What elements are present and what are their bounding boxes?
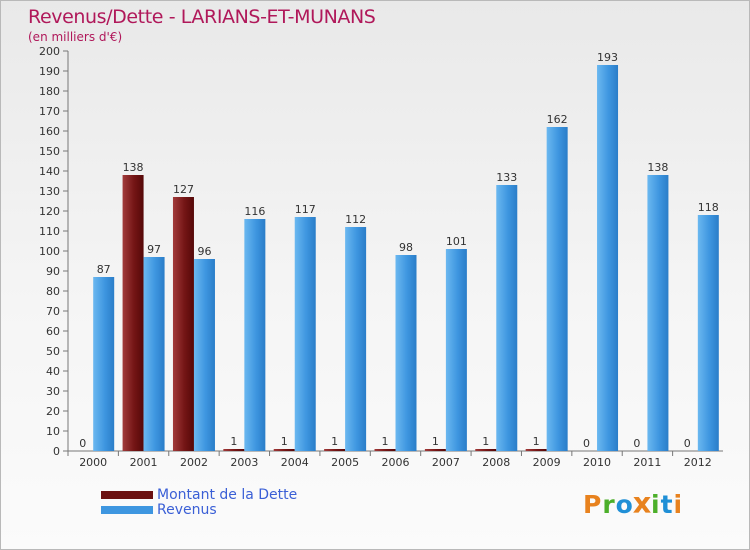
legend-swatch-revenus xyxy=(101,506,153,514)
proxiti-logo-letter: o xyxy=(615,490,634,519)
data-label-revenus: 96 xyxy=(197,245,211,258)
y-tick-label: 50 xyxy=(46,345,60,358)
bar-revenus xyxy=(143,257,165,451)
y-tick-label: 150 xyxy=(39,145,60,158)
bar-revenus xyxy=(244,219,266,451)
y-tick-label: 190 xyxy=(39,65,60,78)
bar-revenus xyxy=(647,175,669,451)
data-label-revenus: 87 xyxy=(97,263,111,276)
bar-revenus xyxy=(496,185,518,451)
bar-dette xyxy=(223,449,245,451)
data-label-dette: 1 xyxy=(230,435,237,448)
data-label-dette: 1 xyxy=(432,435,439,448)
data-label-dette: 1 xyxy=(533,435,540,448)
y-tick-label: 110 xyxy=(39,225,60,238)
x-tick-label: 2007 xyxy=(432,456,460,469)
y-tick-label: 140 xyxy=(39,165,60,178)
x-tick-label: 2002 xyxy=(180,456,208,469)
bar-dette xyxy=(324,449,346,451)
proxiti-logo-letter: i xyxy=(651,490,661,519)
legend-swatch-dette xyxy=(101,491,153,499)
y-tick-label: 180 xyxy=(39,85,60,98)
chart-subtitle: (en milliers d'€) xyxy=(28,30,123,44)
chart-title: Revenus/Dette - LARIANS-ET-MUNANS xyxy=(28,6,376,28)
proxiti-logo-letter: x xyxy=(632,485,653,520)
bar-revenus xyxy=(597,65,619,451)
data-label-dette: 0 xyxy=(583,437,590,450)
x-tick-label: 2009 xyxy=(533,456,561,469)
y-tick-label: 40 xyxy=(46,365,60,378)
y-tick-label: 160 xyxy=(39,125,60,138)
y-tick-label: 80 xyxy=(46,285,60,298)
x-tick-label: 2011 xyxy=(633,456,661,469)
y-tick-label: 100 xyxy=(39,245,60,258)
x-tick-label: 2010 xyxy=(583,456,611,469)
proxiti-logo: Proxiti xyxy=(583,486,684,519)
bar-dette xyxy=(273,449,295,451)
y-tick-label: 70 xyxy=(46,305,60,318)
y-tick-label: 90 xyxy=(46,265,60,278)
bar-dette xyxy=(374,449,396,451)
data-label-revenus: 101 xyxy=(446,235,467,248)
data-label-revenus: 116 xyxy=(244,205,265,218)
data-label-dette: 1 xyxy=(331,435,338,448)
data-label-revenus: 193 xyxy=(597,51,618,64)
y-tick-label: 120 xyxy=(39,205,60,218)
proxiti-logo-letter: i xyxy=(673,490,684,519)
y-tick-label: 30 xyxy=(46,385,60,398)
bar-dette xyxy=(424,449,446,451)
data-label-revenus: 138 xyxy=(647,161,668,174)
bar-revenus xyxy=(345,227,367,451)
data-label-revenus: 118 xyxy=(698,201,719,214)
y-tick-label: 60 xyxy=(46,325,60,338)
data-label-revenus: 162 xyxy=(547,113,568,126)
y-tick-label: 20 xyxy=(46,405,60,418)
x-tick-label: 2012 xyxy=(684,456,712,469)
x-tick-label: 2006 xyxy=(382,456,410,469)
bar-revenus xyxy=(697,215,719,451)
bar-revenus xyxy=(193,259,215,451)
data-label-revenus: 112 xyxy=(345,213,366,226)
x-tick-label: 2004 xyxy=(281,456,309,469)
legend-label-dette: Montant de la Dette xyxy=(157,487,298,503)
proxiti-logo-letter: r xyxy=(602,490,616,519)
data-label-dette: 127 xyxy=(173,183,194,196)
bar-revenus xyxy=(445,249,467,451)
data-label-dette: 0 xyxy=(79,437,86,450)
data-label-revenus: 133 xyxy=(496,171,517,184)
data-label-dette: 0 xyxy=(684,437,691,450)
y-tick-label: 200 xyxy=(39,45,60,58)
y-tick-label: 10 xyxy=(46,425,60,438)
x-tick-label: 2003 xyxy=(230,456,258,469)
x-tick-label: 2001 xyxy=(130,456,158,469)
data-label-dette: 1 xyxy=(382,435,389,448)
data-label-dette: 0 xyxy=(633,437,640,450)
bar-revenus xyxy=(294,217,316,451)
bar-revenus xyxy=(93,277,115,451)
y-tick-label: 170 xyxy=(39,105,60,118)
proxiti-logo-letter: P xyxy=(583,490,603,519)
y-tick-label: 0 xyxy=(53,445,60,458)
bar-dette xyxy=(122,175,144,451)
data-label-dette: 138 xyxy=(123,161,144,174)
legend-label-revenus: Revenus xyxy=(157,502,217,518)
x-tick-label: 2005 xyxy=(331,456,359,469)
bar-revenus xyxy=(546,127,568,451)
x-tick-label: 2000 xyxy=(79,456,107,469)
y-tick-label: 130 xyxy=(39,185,60,198)
data-label-revenus: 97 xyxy=(147,243,161,256)
data-label-revenus: 98 xyxy=(399,241,413,254)
proxiti-logo-letter: t xyxy=(660,490,674,519)
bar-dette xyxy=(172,197,194,451)
bar-dette xyxy=(525,449,547,451)
x-tick-label: 2008 xyxy=(482,456,510,469)
bar-revenus xyxy=(395,255,417,451)
data-label-dette: 1 xyxy=(281,435,288,448)
data-label-revenus: 117 xyxy=(295,203,316,216)
bar-dette xyxy=(475,449,497,451)
data-label-dette: 1 xyxy=(482,435,489,448)
